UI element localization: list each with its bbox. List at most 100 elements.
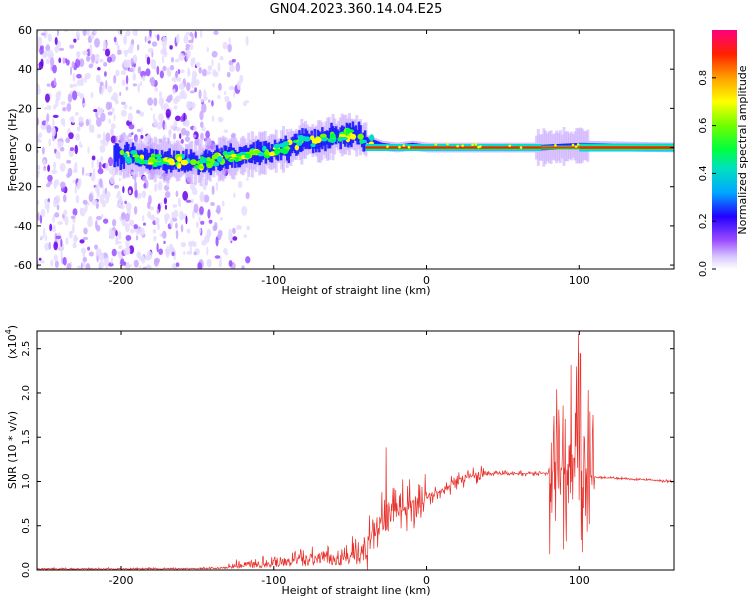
spectrogram-noise-blob bbox=[75, 58, 81, 68]
spectrogram-noise-blob bbox=[46, 207, 50, 214]
spectrogram-noise-blob bbox=[178, 53, 185, 61]
colorbar-tick-label: 0.4 bbox=[698, 165, 709, 181]
spectrogram-noise-blob bbox=[163, 197, 168, 205]
spectrogram-noise-blob bbox=[52, 215, 56, 223]
spectrogram-noise-blob bbox=[71, 61, 75, 69]
spectrogram-noise-blob bbox=[113, 74, 117, 84]
spectrogram-noise-blob bbox=[75, 195, 80, 204]
spectrogram-peak-blob bbox=[357, 133, 364, 140]
spectrogram-noise-blob bbox=[211, 115, 215, 122]
spectrogram-peak-blob bbox=[274, 148, 281, 155]
spectrogram-noise-blob bbox=[141, 190, 147, 198]
snr-ytick-label: 1.5 bbox=[21, 429, 32, 445]
spectrogram-noise-blob bbox=[179, 91, 184, 100]
spectrogram-ytick-label: 60 bbox=[18, 24, 32, 37]
spectrogram-hot-dot bbox=[519, 146, 523, 149]
spectrogram-core bbox=[334, 126, 338, 145]
spectrogram-noise-blob bbox=[128, 189, 132, 194]
spectrogram-noise-blob bbox=[246, 225, 250, 231]
spectrogram-noise-blob bbox=[72, 83, 78, 88]
spectrogram-noise-blob bbox=[134, 188, 138, 198]
spectrogram-noise-blob bbox=[52, 64, 57, 74]
spectrogram-noise-blob bbox=[91, 155, 96, 161]
spectrogram-noise-blob bbox=[217, 94, 221, 99]
spectrogram-noise-blob bbox=[120, 258, 125, 266]
spectrogram-core bbox=[354, 125, 358, 141]
spectrogram-noise-blob bbox=[39, 214, 43, 224]
spectrogram-noise-blob bbox=[144, 35, 147, 43]
spectrogram-noise-blob bbox=[146, 36, 150, 42]
spectrogram-noise-blob bbox=[58, 57, 62, 64]
spectrogram-noise-blob bbox=[55, 235, 62, 240]
spectrogram-noise-blob bbox=[77, 51, 80, 60]
spectrogram-noise-blob bbox=[114, 184, 120, 189]
spectrogram-noise-blob bbox=[130, 57, 134, 66]
spectrogram-noise-blob bbox=[231, 58, 236, 63]
spectrogram-noise-blob bbox=[128, 124, 135, 130]
spectrogram-noise-blob bbox=[82, 261, 86, 268]
spectrogram-noise-blob bbox=[116, 251, 121, 255]
spectrogram-core bbox=[114, 143, 118, 162]
spectrogram-noise-blob bbox=[150, 59, 157, 69]
spectrogram-noise-blob bbox=[180, 241, 187, 248]
colorbar-ticks: 0.0 0.2 0.4 0.6 0.8 bbox=[698, 70, 716, 277]
spectrogram-core bbox=[376, 141, 379, 147]
spectrogram-noise-blob bbox=[124, 213, 130, 222]
spectrogram-noise-blob bbox=[156, 65, 160, 75]
spectrogram-noise-blob bbox=[192, 134, 197, 138]
spectrogram-noise-blob bbox=[124, 52, 128, 58]
spectrogram-peak-blob bbox=[314, 136, 322, 144]
spectrogram-noise-blob bbox=[79, 58, 85, 68]
spectrogram-core bbox=[121, 151, 124, 165]
spectrogram-peak-blob bbox=[345, 127, 351, 135]
spectrogram-hot-dot bbox=[471, 143, 474, 146]
spectrogram-noise-blob bbox=[123, 49, 130, 55]
spectrogram-core bbox=[295, 133, 298, 156]
spectrogram-noise-blob bbox=[60, 238, 63, 248]
spectrogram-core bbox=[113, 145, 116, 168]
spectrogram-xtick-label: 0 bbox=[423, 274, 430, 287]
spectrogram-noise-blob bbox=[200, 98, 204, 103]
spectrogram-noise-blob bbox=[63, 209, 68, 216]
spectrogram-noise-blob bbox=[122, 186, 125, 194]
spectrogram-noise-blob bbox=[48, 138, 52, 147]
spectrogram-noise-blob bbox=[198, 89, 202, 100]
spectrogram-noise-blob bbox=[84, 203, 88, 213]
spectrogram-noise-blob bbox=[186, 101, 192, 110]
spectrogram-noise-blob bbox=[215, 236, 219, 247]
spectrogram-noise-blob bbox=[207, 209, 211, 219]
spectrogram-noise-blob bbox=[100, 112, 106, 122]
spectrogram-noise-blob bbox=[211, 58, 214, 67]
spectrogram-hot-dot bbox=[386, 145, 389, 148]
spectrogram-peak-blob bbox=[273, 143, 281, 149]
spectrogram-noise-blob bbox=[206, 258, 212, 268]
spectrogram-noise-blob bbox=[175, 190, 179, 198]
spectrogram-noise-blob bbox=[85, 172, 91, 177]
spectrogram-peak-blob bbox=[227, 158, 235, 162]
spectrogram-noise-blob bbox=[44, 242, 50, 251]
spectrogram-noise-blob bbox=[194, 87, 197, 93]
spectrogram-core bbox=[189, 149, 193, 171]
spectrogram-noise-blob bbox=[201, 103, 207, 113]
spectrogram-ticks: -200 -100 0 100 60 40 20 0 -20 -40 -60 bbox=[14, 24, 674, 287]
spectrogram-hot-dot bbox=[434, 143, 438, 146]
spectrogram-noise-blob bbox=[37, 117, 40, 126]
spectrogram-noise-blob bbox=[99, 178, 103, 188]
snr-ytick-label: 2.5 bbox=[21, 341, 32, 357]
spectrogram-noise-blob bbox=[82, 30, 87, 37]
spectrogram-noise-blob bbox=[224, 90, 227, 96]
spectrogram-noise-blob bbox=[153, 235, 157, 242]
snr-xtick-label: -200 bbox=[109, 574, 134, 587]
spectrogram-peak-blob bbox=[239, 151, 247, 156]
spectrogram-noise-blob bbox=[72, 179, 75, 184]
spectrogram-noise-blob bbox=[94, 38, 100, 48]
spectrogram-noise-blob bbox=[243, 234, 247, 238]
spectrogram-core bbox=[143, 147, 147, 166]
spectrogram-noise-blob bbox=[199, 30, 203, 39]
spectrogram-noise-blob bbox=[37, 83, 40, 92]
spectrogram-noise-blob bbox=[179, 210, 184, 221]
spectrogram-core bbox=[289, 141, 292, 157]
spectrogram-noise-blob bbox=[135, 228, 140, 236]
spectrogram-noise-blob bbox=[94, 54, 100, 62]
